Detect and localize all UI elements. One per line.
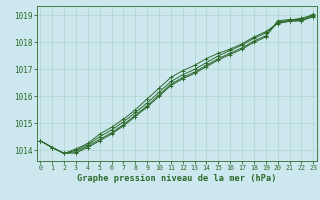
X-axis label: Graphe pression niveau de la mer (hPa): Graphe pression niveau de la mer (hPa) xyxy=(77,174,276,183)
